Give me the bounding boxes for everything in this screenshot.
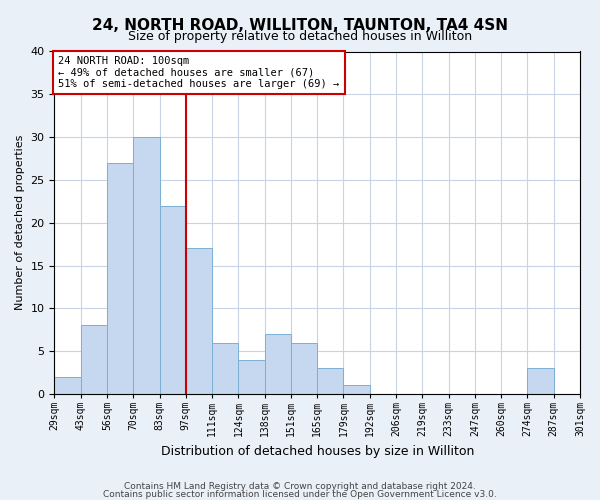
Bar xyxy=(238,360,265,394)
Text: Contains public sector information licensed under the Open Government Licence v3: Contains public sector information licen… xyxy=(103,490,497,499)
Bar xyxy=(265,334,291,394)
Text: 24, NORTH ROAD, WILLITON, TAUNTON, TA4 4SN: 24, NORTH ROAD, WILLITON, TAUNTON, TA4 4… xyxy=(92,18,508,32)
Text: Size of property relative to detached houses in Williton: Size of property relative to detached ho… xyxy=(128,30,472,43)
Bar xyxy=(186,248,212,394)
Bar xyxy=(133,137,160,394)
Bar xyxy=(107,163,133,394)
Text: Contains HM Land Registry data © Crown copyright and database right 2024.: Contains HM Land Registry data © Crown c… xyxy=(124,482,476,491)
Y-axis label: Number of detached properties: Number of detached properties xyxy=(15,135,25,310)
Bar xyxy=(212,342,238,394)
Bar xyxy=(55,377,80,394)
Bar xyxy=(527,368,554,394)
X-axis label: Distribution of detached houses by size in Williton: Distribution of detached houses by size … xyxy=(161,444,474,458)
Bar xyxy=(317,368,343,394)
Bar xyxy=(160,206,186,394)
Text: 24 NORTH ROAD: 100sqm
← 49% of detached houses are smaller (67)
51% of semi-deta: 24 NORTH ROAD: 100sqm ← 49% of detached … xyxy=(58,56,340,89)
Bar xyxy=(80,326,107,394)
Bar xyxy=(291,342,317,394)
Bar xyxy=(343,386,370,394)
